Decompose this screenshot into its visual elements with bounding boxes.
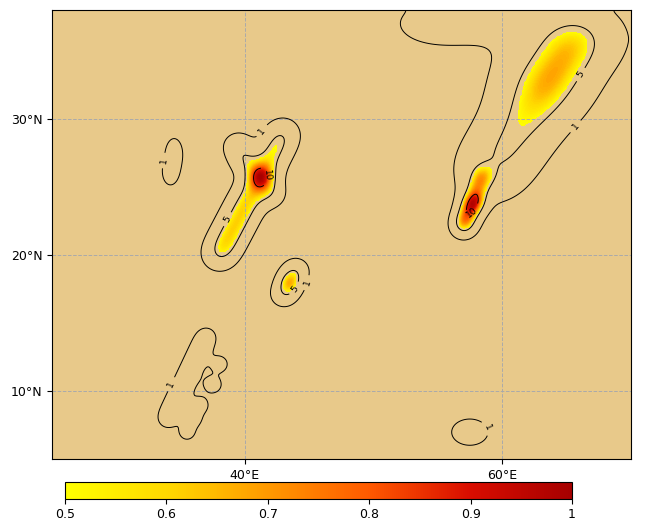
Text: 1: 1 [257, 126, 267, 136]
Text: 5: 5 [222, 215, 233, 224]
Text: 1: 1 [159, 157, 168, 164]
Text: 10: 10 [262, 169, 272, 182]
Text: 5: 5 [290, 284, 300, 294]
Text: 1: 1 [302, 279, 312, 287]
Text: 1: 1 [570, 121, 581, 132]
Text: 10: 10 [465, 205, 479, 219]
Text: 1: 1 [482, 423, 492, 432]
Text: 5: 5 [575, 70, 586, 79]
Text: 1: 1 [166, 380, 176, 389]
